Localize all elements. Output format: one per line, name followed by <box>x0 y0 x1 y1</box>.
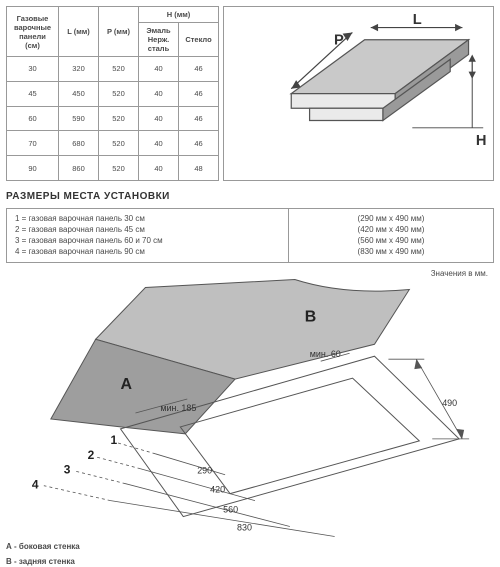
label-830: 830 <box>237 523 252 533</box>
th-H-span: H (мм) <box>139 7 219 23</box>
install-dim-line: (830 мм x 490 мм) <box>294 247 488 258</box>
th-P: P (мм) <box>99 7 139 57</box>
label-min60: мин. 60 <box>310 350 341 360</box>
label-2: 2 <box>88 448 95 462</box>
table-row: 605905204046 <box>7 106 219 131</box>
label-min185: мин. 185 <box>160 403 196 413</box>
install-map-line: 3 = газовая варочная панель 60 и 70 см <box>15 236 280 247</box>
label-L: L <box>413 12 422 28</box>
label-A: A <box>121 376 133 393</box>
install-map-line: 1 = газовая варочная панель 30 см <box>15 214 280 225</box>
install-map-line: 4 = газовая варочная панель 90 см <box>15 247 280 258</box>
th-H-glass: Стекло <box>179 23 219 57</box>
table-row: 454505204046 <box>7 81 219 106</box>
legend-A-text: А - боковая стенка <box>6 542 494 552</box>
section-title: РАЗМЕРЫ МЕСТА УСТАНОВКИ <box>6 191 494 202</box>
table-row: 303205204046 <box>7 57 219 82</box>
install-dim-line: (420 мм x 490 мм) <box>294 225 488 236</box>
label-B: B <box>305 309 317 326</box>
th-L: L (мм) <box>59 7 99 57</box>
label-560: 560 <box>223 505 238 515</box>
label-1: 1 <box>111 433 118 447</box>
label-3: 3 <box>64 463 71 477</box>
units-note: Значения в мм. <box>6 269 488 278</box>
install-map-line: 2 = газовая варочная панель 45 см <box>15 225 280 236</box>
label-290: 290 <box>197 466 212 476</box>
panel-3d-diagram: L P H <box>223 6 494 181</box>
table-row: 908605204048 <box>7 156 219 181</box>
install-dim-line: (290 мм x 490 мм) <box>294 214 488 225</box>
dimensions-table: Газовые варочные панели (см) L (мм) P (м… <box>6 6 219 181</box>
th-panels: Газовые варочные панели (см) <box>7 7 59 57</box>
install-dim-line: (560 мм x 490 мм) <box>294 236 488 247</box>
install-dims-list: (290 мм x 490 мм)(420 мм x 490 мм)(560 м… <box>289 208 494 263</box>
label-490: 490 <box>442 398 457 408</box>
table-row: 706805204046 <box>7 131 219 156</box>
label-420: 420 <box>210 485 225 495</box>
label-4: 4 <box>32 478 39 492</box>
cutout-diagram: B A мин. 185 мин. 60 1 290 2 420 3 560 4 <box>6 278 494 538</box>
install-map-list: 1 = газовая варочная панель 30 см2 = газ… <box>6 208 289 263</box>
th-H-enamel: Эмаль Нерж. сталь <box>139 23 179 57</box>
label-H: H <box>476 133 487 149</box>
label-P: P <box>334 33 344 49</box>
legend-B-text: В - задняя стенка <box>6 557 494 567</box>
